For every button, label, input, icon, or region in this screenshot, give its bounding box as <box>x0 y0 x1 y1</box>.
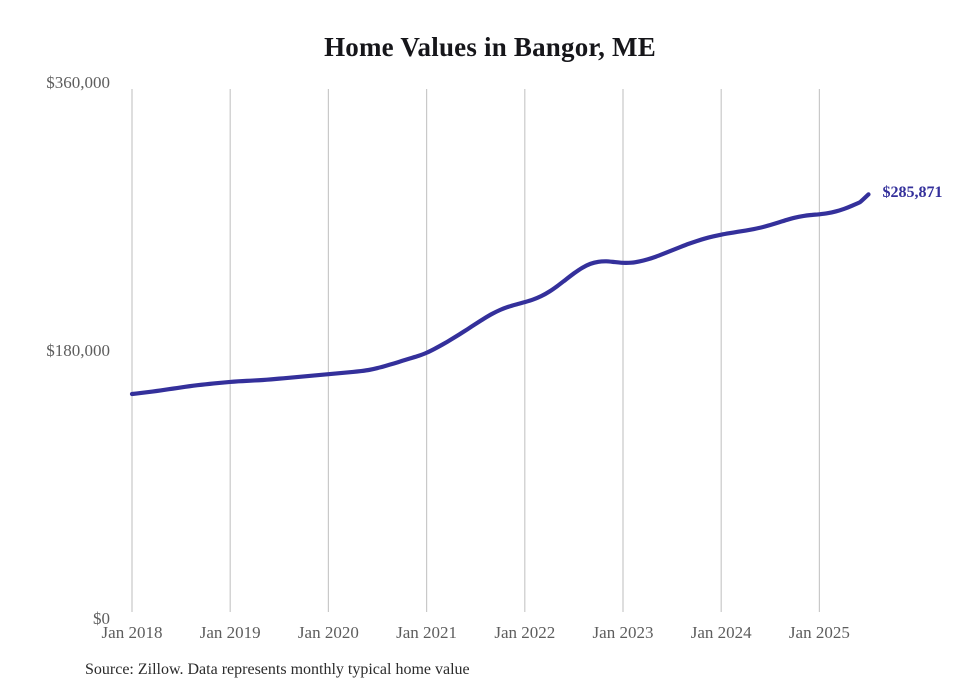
x-axis-tick-label: Jan 2022 <box>494 623 556 642</box>
x-axis-tick-label: Jan 2018 <box>101 623 163 642</box>
series-line-typical-home-value <box>129 192 871 397</box>
x-axis-tick-label: Jan 2025 <box>788 623 850 642</box>
y-axis-tick-label: $180,000 <box>46 341 110 360</box>
y-axis-tick-label: $360,000 <box>46 73 110 92</box>
gridlines-group <box>131 89 821 612</box>
chart-title: Home Values in Bangor, ME <box>324 32 656 62</box>
x-axis-tick-label: Jan 2023 <box>592 623 654 642</box>
source-note: Source: Zillow. Data represents monthly … <box>85 661 470 678</box>
series-end-value-label: $285,871 <box>882 184 943 202</box>
x-axis-tick-label: Jan 2024 <box>690 623 752 642</box>
x-axis-tick-label: Jan 2021 <box>396 623 458 642</box>
x-axis-tick-label: Jan 2020 <box>297 623 359 642</box>
x-axis-tick-label: Jan 2019 <box>199 623 261 642</box>
y-axis-tick-label: $0 <box>93 609 110 628</box>
